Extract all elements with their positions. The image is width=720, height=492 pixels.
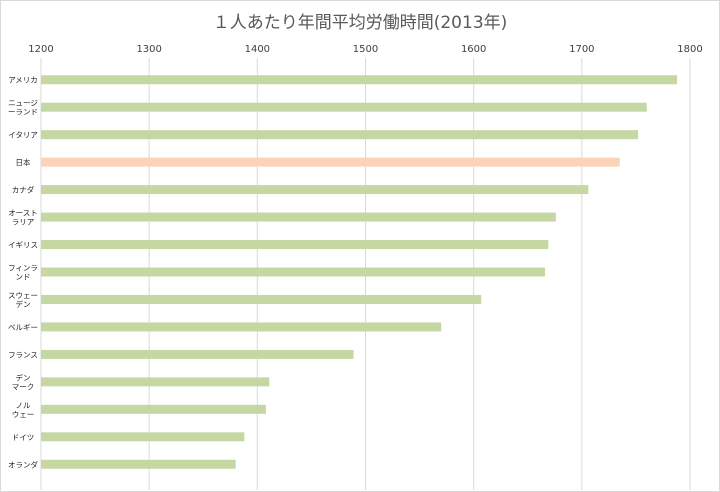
category-label: ノル [16, 401, 31, 410]
x-tick-label: 1300 [136, 44, 161, 55]
category-label: オースト [8, 209, 38, 218]
bar-5 [41, 212, 556, 222]
bar-6 [41, 240, 549, 250]
category-label: マーク [12, 382, 35, 391]
category-label: ベルギー [8, 323, 38, 332]
x-tick-label: 1400 [245, 44, 270, 55]
category-label: ーランド [8, 108, 38, 117]
bar-12 [41, 404, 266, 414]
chart-title: １人あたり年間平均労働時間(2013年) [213, 13, 508, 33]
bar-0 [41, 75, 678, 85]
bar-10 [41, 349, 354, 359]
category-label: アメリカ [8, 76, 38, 85]
bar-9 [41, 322, 442, 332]
category-label: ラリア [12, 218, 35, 227]
category-labels: アメリカニュージーランドイタリア日本カナダオーストラリアイギリスフィンランドスウ… [8, 76, 38, 470]
x-tick-label: 1800 [677, 44, 702, 55]
category-label: ドイツ [12, 433, 35, 442]
bar-13 [41, 432, 245, 442]
x-tick-label: 1600 [461, 44, 486, 55]
category-label: ンド [16, 273, 31, 282]
bar-4 [41, 185, 589, 195]
category-label: 日本 [16, 157, 31, 167]
category-label: オランダ [8, 459, 38, 469]
category-label: ウェー [12, 410, 35, 419]
bar-3 [41, 157, 620, 167]
bar-11 [41, 377, 270, 387]
bar-14 [41, 459, 236, 469]
x-tick-label: 1700 [569, 44, 594, 55]
category-label: デン [16, 372, 31, 382]
bar-1 [41, 102, 647, 112]
category-label: スウェー [8, 291, 38, 300]
bar-7 [41, 267, 546, 277]
bar-8 [41, 294, 482, 304]
category-label: フランス [8, 350, 38, 359]
category-label: カナダ [12, 185, 35, 195]
bar-2 [41, 130, 639, 140]
category-label: フィンラ [8, 264, 38, 273]
category-label: イギリス [8, 241, 38, 250]
category-label: ニュージ [8, 99, 38, 108]
category-label: デン [16, 299, 31, 309]
x-tick-label: 1200 [28, 44, 53, 55]
x-axis-ticks: 1200 1300 1400 1500 1600 1700 1800 [28, 44, 702, 55]
x-tick-label: 1500 [353, 44, 378, 55]
category-label: イタリア [8, 131, 38, 140]
bars [41, 75, 678, 469]
